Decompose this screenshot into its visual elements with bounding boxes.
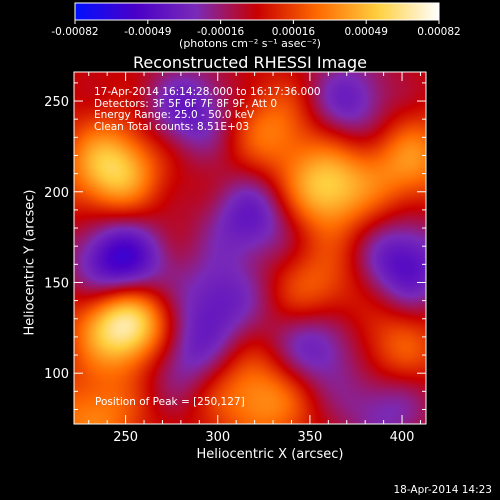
y-tick-label: 100	[44, 367, 69, 382]
footer-date: 18-Apr-2014 14:23	[393, 484, 492, 496]
y-tick-label: 200	[44, 186, 69, 201]
info-detectors: Detectors: 3F 5F 6F 7F 8F 9F, Att 0	[94, 97, 278, 110]
colorbar-tick-label: -0.00049	[124, 26, 171, 38]
peak-position-label: Position of Peak = [250,127]	[95, 396, 245, 408]
colorbar-gradient	[74, 2, 440, 21]
colorbar-tick-label: 0.00049	[344, 26, 387, 38]
x-tick-label: 250	[113, 430, 138, 445]
y-tick-label: 150	[44, 276, 69, 291]
x-axis-label: Heliocentric X (arcsec)	[196, 447, 344, 462]
colorbar-tick-label: 0.00016	[272, 26, 316, 38]
heatmap-image	[74, 72, 426, 424]
y-tick-label: 250	[44, 95, 69, 110]
colorbar-units: (photons cm⁻² s⁻¹ asec⁻²)	[179, 37, 321, 50]
info-time-range: 17-Apr-2014 16:14:28.000 to 16:17:36.000	[94, 86, 321, 98]
observation-info: 17-Apr-2014 16:14:28.000 to 16:17:36.000…	[94, 86, 321, 133]
colorbar: -0.00082 -0.00049 -0.00016 0.00016 0.00049 0.…	[51, 2, 461, 38]
colorbar-tick-label: 0.00082	[417, 26, 460, 38]
info-clean-counts: Clean Total counts: 8.51E+03	[94, 120, 250, 133]
x-tick-label: 300	[205, 430, 230, 445]
info-energy-range: Energy Range: 25.0 - 50.0 keV	[94, 109, 255, 121]
colorbar-tick-label: -0.00016	[197, 26, 245, 38]
x-tick-label: 350	[297, 430, 322, 445]
plot-title: Reconstructed RHESSI Image	[133, 53, 367, 72]
y-axis-label: Heliocentric Y (arcsec)	[22, 189, 38, 336]
x-tick-label: 400	[390, 430, 415, 445]
colorbar-tick-label: -0.00082	[51, 26, 98, 38]
axes: 250 300 350 400 100 150 200 250	[44, 72, 426, 445]
plot-frame	[73, 71, 427, 425]
